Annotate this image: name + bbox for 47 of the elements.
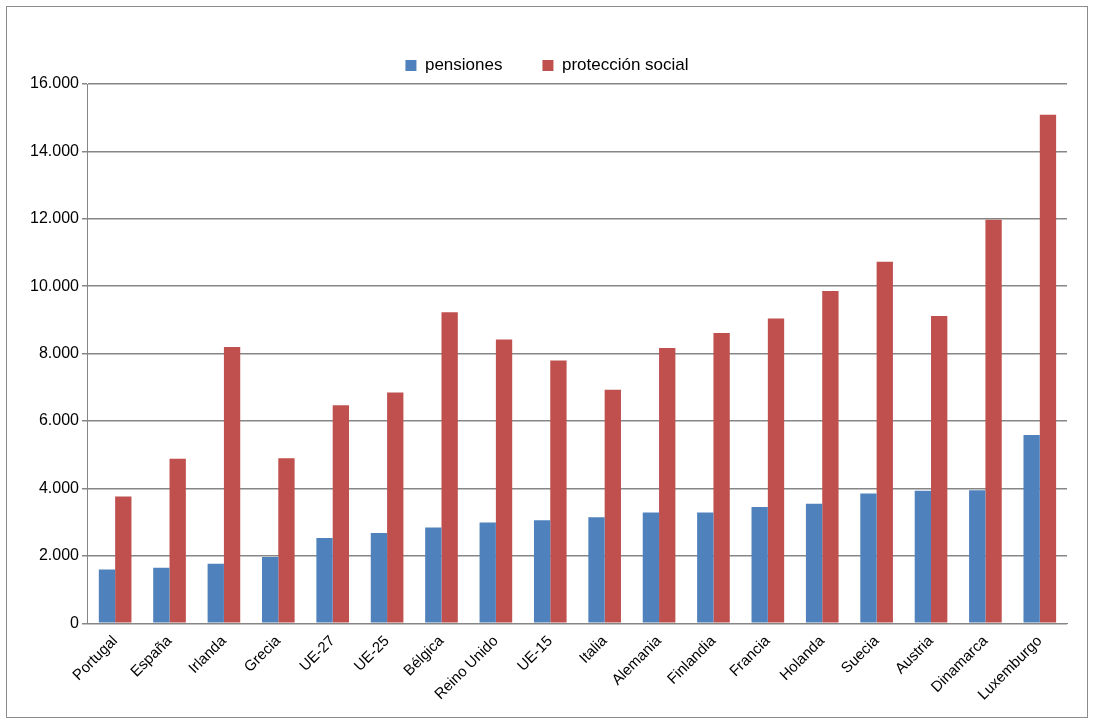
bar: [642, 512, 660, 623]
bar: [278, 458, 295, 623]
bar: [115, 496, 132, 623]
bar: [533, 520, 551, 623]
bar: [860, 493, 877, 623]
bar: [767, 318, 785, 623]
bar: [207, 563, 224, 623]
bar: [169, 458, 186, 623]
bar: [441, 312, 458, 623]
legend-label: pensiones: [424, 55, 503, 75]
bar: [805, 503, 823, 623]
bar: [822, 290, 839, 623]
y-tick-label: 0: [70, 613, 80, 631]
bar: [425, 527, 442, 623]
bar: [316, 538, 333, 623]
bar: [332, 405, 350, 623]
bar: [751, 507, 768, 623]
bar: [876, 261, 893, 623]
bar: [985, 219, 1002, 623]
y-tick-label: 2.000: [38, 546, 80, 564]
bar: [495, 339, 513, 623]
bar: [659, 347, 676, 623]
bar: [153, 567, 170, 623]
bar: [370, 532, 388, 623]
bar: [479, 522, 496, 623]
y-tick-label: 16.000: [30, 74, 80, 92]
bar: [697, 512, 714, 623]
y-tick-label: 8.000: [38, 344, 80, 362]
bar: [969, 490, 986, 623]
bar: [1023, 434, 1040, 623]
y-tick-label: 14.000: [30, 141, 80, 159]
bar: [387, 392, 404, 623]
bar: [931, 315, 948, 623]
y-tick-label: 10.000: [30, 276, 80, 294]
bar: [1039, 114, 1057, 623]
y-tick-label: 6.000: [38, 411, 80, 429]
bar: [713, 333, 730, 623]
legend-label: protección social: [561, 55, 689, 75]
bar: [223, 346, 241, 623]
bar: [261, 556, 279, 623]
bar: [588, 517, 605, 623]
bar: [604, 389, 621, 623]
y-tick-label: 4.000: [38, 478, 80, 496]
bar: [550, 360, 567, 623]
y-tick-label: 12.000: [30, 209, 80, 227]
bar: [98, 569, 116, 623]
bar: [914, 490, 932, 623]
